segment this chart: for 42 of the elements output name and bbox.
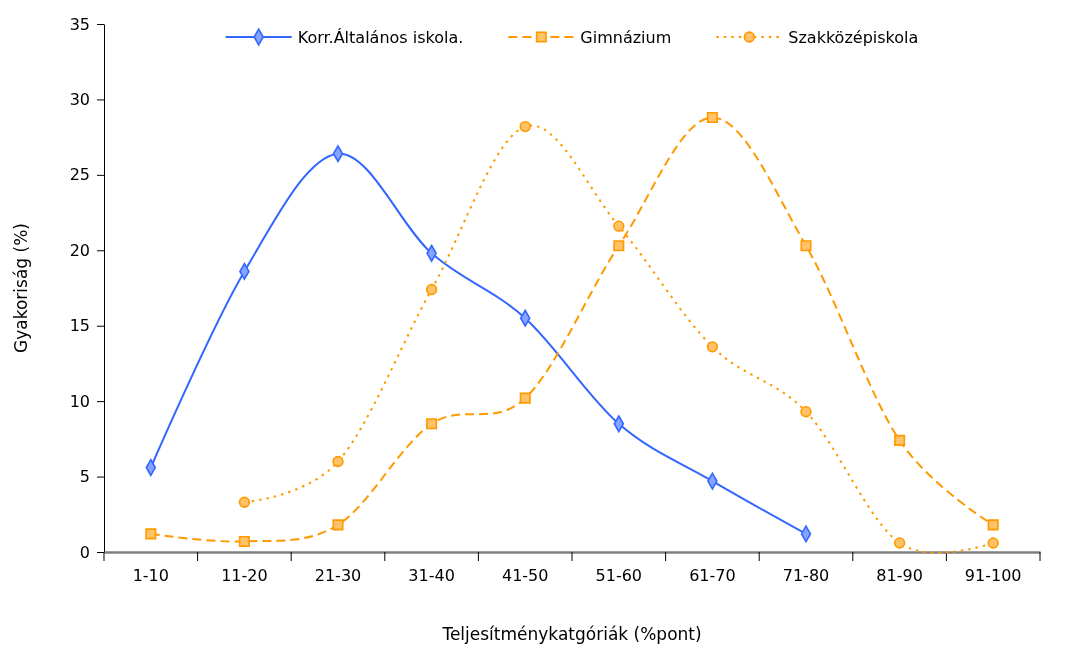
point bbox=[519, 392, 531, 404]
point bbox=[894, 434, 906, 446]
point bbox=[332, 455, 344, 468]
x-tick-label: 81-90 bbox=[876, 565, 923, 585]
point bbox=[425, 283, 438, 296]
y-tick-label: 5 bbox=[79, 467, 90, 487]
y-axis-title: Gyakoriság (%) bbox=[11, 223, 31, 353]
y-tick-label: 10 bbox=[69, 391, 90, 411]
legend-label: Szakközépiskola bbox=[788, 27, 919, 47]
point bbox=[145, 528, 157, 540]
point bbox=[800, 406, 812, 418]
point bbox=[238, 496, 251, 508]
x-axis-title: Teljesítménykatgóriák (%pont) bbox=[441, 624, 702, 644]
legend-label: Gimnázium bbox=[580, 27, 672, 47]
point bbox=[426, 418, 438, 430]
point bbox=[238, 535, 250, 547]
point bbox=[706, 111, 718, 124]
x-tick-label: 1-10 bbox=[132, 565, 169, 585]
y-tick-label: 15 bbox=[69, 316, 90, 336]
point bbox=[893, 537, 906, 549]
y-tick-label: 25 bbox=[69, 165, 90, 185]
point bbox=[613, 220, 625, 232]
x-tick-label: 41-50 bbox=[501, 565, 549, 585]
point bbox=[800, 240, 812, 252]
x-tick-label: 21-30 bbox=[314, 565, 362, 585]
point bbox=[987, 519, 999, 531]
point bbox=[706, 341, 719, 353]
x-tick-label: 51-60 bbox=[595, 565, 643, 585]
x-tick-label: 91-100 bbox=[964, 565, 1022, 585]
y-tick-label: 30 bbox=[69, 90, 90, 110]
legend-label: Korr.Általános iskola. bbox=[297, 27, 464, 47]
point bbox=[519, 120, 531, 133]
x-tick-label: 31-40 bbox=[408, 565, 455, 585]
x-tick-label: 71-80 bbox=[782, 565, 830, 585]
point bbox=[987, 537, 999, 549]
point bbox=[613, 240, 625, 252]
y-tick-label: 0 bbox=[79, 542, 90, 562]
x-tick-label: 61-70 bbox=[689, 565, 736, 585]
y-tick-label: 20 bbox=[69, 240, 90, 260]
x-tick-label: 11-20 bbox=[221, 565, 268, 585]
y-tick-label: 35 bbox=[69, 14, 90, 34]
point bbox=[332, 519, 344, 531]
